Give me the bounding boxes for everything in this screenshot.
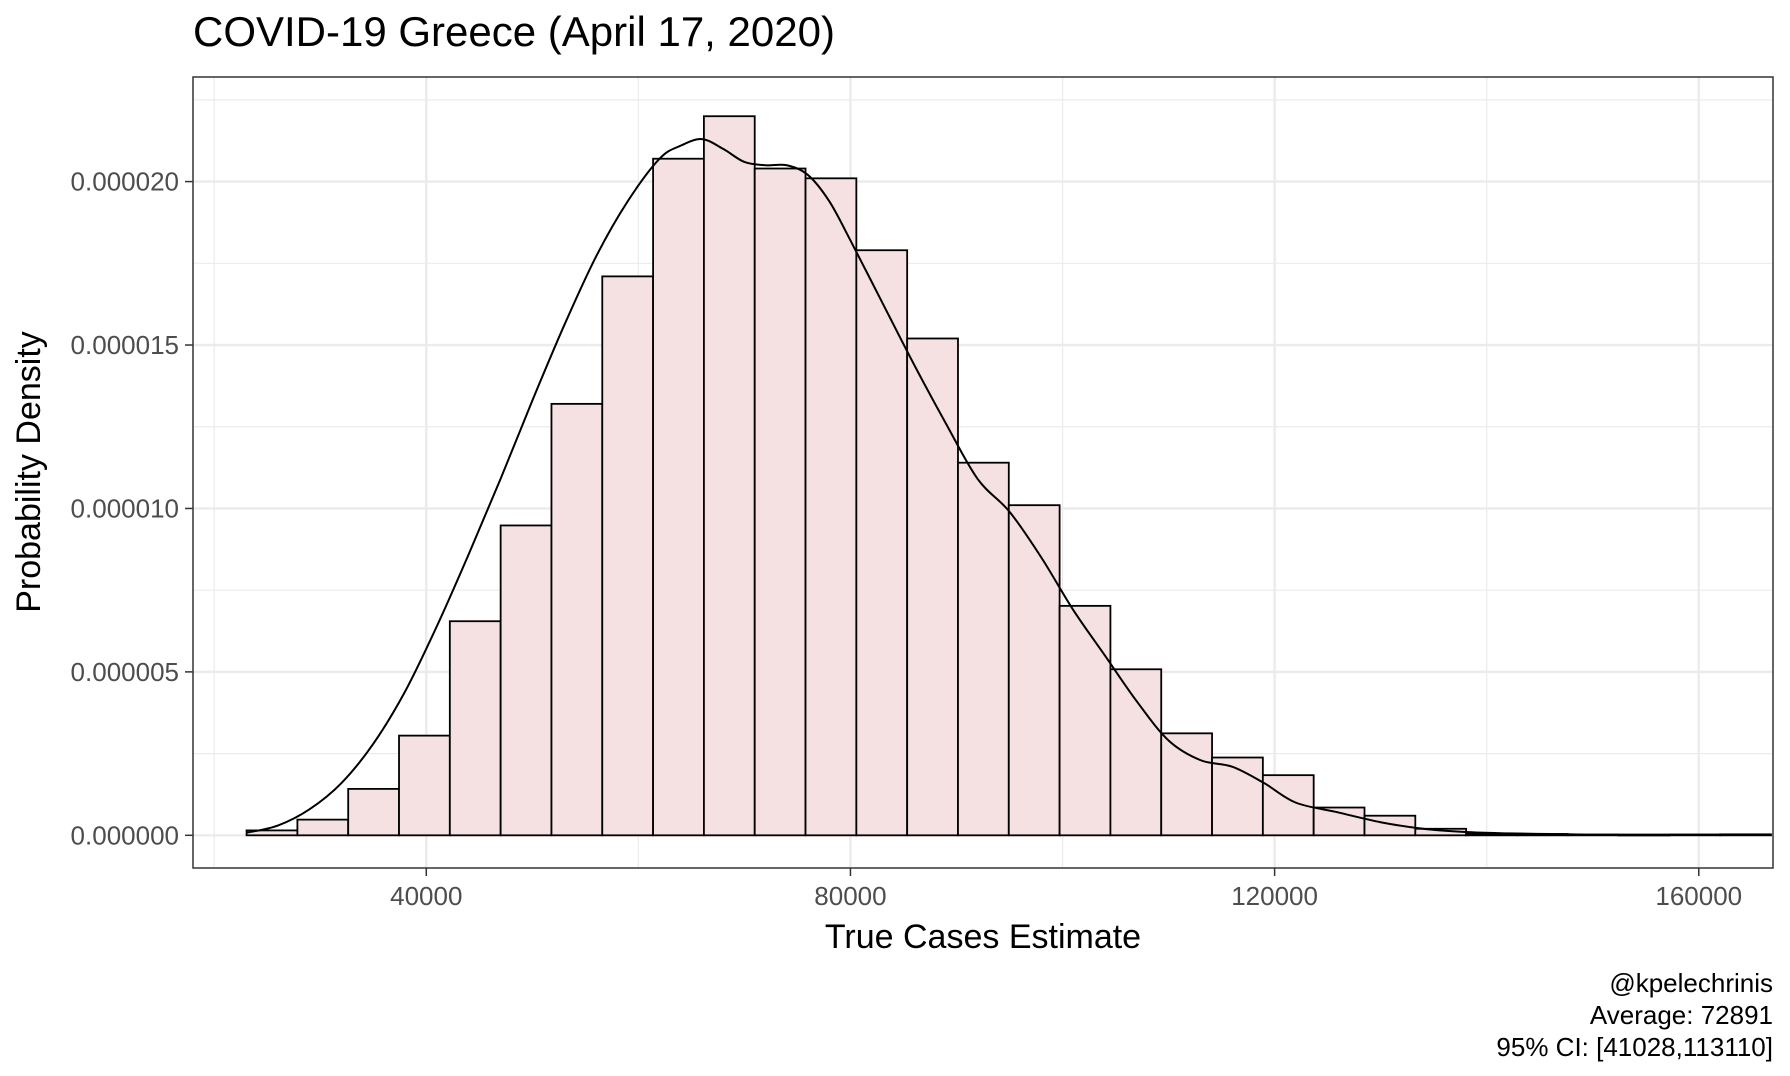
histogram-bar: [703, 115, 756, 837]
density-curve: [246, 138, 1742, 836]
caption-ci: 95% CI: [41028,113110]: [1496, 1032, 1773, 1062]
histogram-bar: [1109, 668, 1163, 837]
histogram-bar: [550, 402, 604, 837]
x-tick-label: 120000: [1231, 881, 1318, 911]
y-tick-label: 0.000015: [71, 330, 179, 360]
histogram-bar: [499, 524, 553, 837]
histogram-bar: [398, 734, 451, 837]
caption-author: @kpelechrinis: [1609, 968, 1773, 998]
histogram-bar: [347, 788, 400, 837]
histogram-bar: [753, 167, 807, 837]
histogram-bar: [855, 249, 909, 837]
histogram-bar: [906, 337, 959, 837]
x-axis: 40000 80000 120000 160000: [390, 868, 1742, 911]
histogram-bar: [1058, 604, 1112, 837]
histogram-bar: [448, 620, 502, 837]
plot-panel-border: [192, 76, 1774, 869]
x-tick-label: 40000: [390, 881, 462, 911]
histogram-bar: [1211, 756, 1264, 837]
histogram-bar: [296, 818, 350, 837]
y-tick-label: 0.000020: [71, 167, 179, 197]
y-tick-label: 0.000005: [71, 657, 179, 687]
y-tick-label: 0.000000: [71, 820, 179, 850]
histogram-bar: [957, 461, 1010, 837]
histogram-bar: [1363, 814, 1417, 837]
y-tick-label: 0.000010: [71, 493, 179, 523]
x-tick-label: 160000: [1655, 881, 1742, 911]
histogram-bar: [1160, 732, 1213, 837]
x-axis-title: True Cases Estimate: [825, 918, 1141, 956]
histogram-bar: [1007, 504, 1061, 837]
histogram-bar: [652, 157, 705, 837]
x-tick-label: 80000: [814, 881, 886, 911]
caption-average: Average: 72891: [1589, 1000, 1773, 1030]
chart-title: COVID-19 Greece (April 17, 2020): [193, 8, 835, 55]
y-axis-title: Probability Density: [10, 331, 48, 613]
y-axis: 0.000000 0.000005 0.000010 0.000015 0.000020: [71, 167, 193, 850]
histogram-bars: [245, 115, 1772, 837]
histogram-bar: [601, 275, 654, 837]
histogram-bar: [804, 177, 858, 837]
